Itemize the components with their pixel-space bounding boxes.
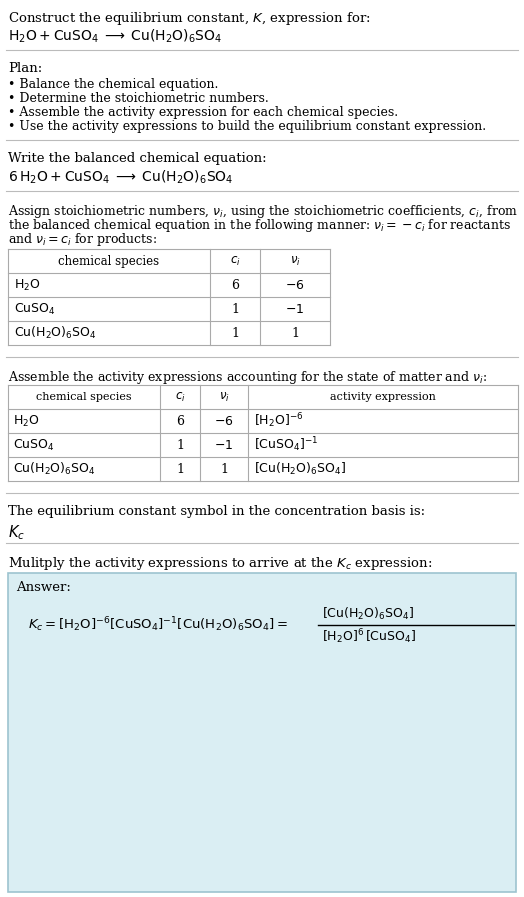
Text: $[\mathrm{CuSO_4}]^{-1}$: $[\mathrm{CuSO_4}]^{-1}$ bbox=[254, 436, 319, 455]
Text: $\mathrm{Cu(H_2O)_6SO_4}$: $\mathrm{Cu(H_2O)_6SO_4}$ bbox=[14, 325, 96, 341]
Text: Construct the equilibrium constant, $K$, expression for:: Construct the equilibrium constant, $K$,… bbox=[8, 10, 370, 27]
Text: activity expression: activity expression bbox=[330, 392, 436, 402]
Text: Assemble the activity expressions accounting for the state of matter and $\nu_i$: Assemble the activity expressions accoun… bbox=[8, 369, 487, 386]
Text: $[\mathrm{Cu(H_2O)_6SO_4}]$: $[\mathrm{Cu(H_2O)_6SO_4}]$ bbox=[322, 606, 414, 622]
Text: $\mathrm{CuSO_4}$: $\mathrm{CuSO_4}$ bbox=[14, 301, 56, 317]
Text: The equilibrium constant symbol in the concentration basis is:: The equilibrium constant symbol in the c… bbox=[8, 505, 425, 518]
Text: 1: 1 bbox=[231, 327, 239, 339]
Text: Assign stoichiometric numbers, $\nu_i$, using the stoichiometric coefficients, $: Assign stoichiometric numbers, $\nu_i$, … bbox=[8, 203, 518, 220]
Text: • Use the activity expressions to build the equilibrium constant expression.: • Use the activity expressions to build … bbox=[8, 120, 486, 133]
Text: 1: 1 bbox=[220, 463, 228, 475]
Text: chemical species: chemical species bbox=[36, 392, 132, 402]
Text: $\mathrm{H_2O}$: $\mathrm{H_2O}$ bbox=[13, 414, 40, 429]
Text: 1: 1 bbox=[291, 327, 299, 339]
Text: $\mathrm{CuSO_4}$: $\mathrm{CuSO_4}$ bbox=[13, 438, 54, 453]
Text: • Determine the stoichiometric numbers.: • Determine the stoichiometric numbers. bbox=[8, 92, 269, 105]
Text: 1: 1 bbox=[231, 302, 239, 316]
Text: $\mathrm{H_2O + CuSO_4 \;\longrightarrow\; Cu(H_2O)_6SO_4}$: $\mathrm{H_2O + CuSO_4 \;\longrightarrow… bbox=[8, 28, 222, 46]
Text: • Assemble the activity expression for each chemical species.: • Assemble the activity expression for e… bbox=[8, 106, 398, 119]
Text: $\mathrm{Cu(H_2O)_6SO_4}$: $\mathrm{Cu(H_2O)_6SO_4}$ bbox=[13, 461, 95, 477]
Text: • Balance the chemical equation.: • Balance the chemical equation. bbox=[8, 78, 219, 91]
Text: 6: 6 bbox=[176, 414, 184, 428]
FancyBboxPatch shape bbox=[8, 573, 516, 892]
Text: Write the balanced chemical equation:: Write the balanced chemical equation: bbox=[8, 152, 267, 165]
Text: $-6$: $-6$ bbox=[214, 414, 234, 428]
Text: $K_c = [\mathrm{H_2O}]^{-6}[\mathrm{CuSO_4}]^{-1}[\mathrm{Cu(H_2O)_6SO_4}] = $: $K_c = [\mathrm{H_2O}]^{-6}[\mathrm{CuSO… bbox=[28, 615, 288, 634]
Text: $\nu_i$: $\nu_i$ bbox=[219, 390, 230, 404]
Text: $[\mathrm{Cu(H_2O)_6SO_4}]$: $[\mathrm{Cu(H_2O)_6SO_4}]$ bbox=[254, 461, 346, 477]
Text: $-6$: $-6$ bbox=[285, 278, 305, 292]
Text: 6: 6 bbox=[231, 278, 239, 292]
Text: $\mathrm{H_2O}$: $\mathrm{H_2O}$ bbox=[14, 277, 40, 292]
Text: chemical species: chemical species bbox=[59, 255, 160, 267]
Text: $\nu_i$: $\nu_i$ bbox=[290, 255, 300, 267]
Text: $[\mathrm{H_2O}]^6\,[\mathrm{CuSO_4}]$: $[\mathrm{H_2O}]^6\,[\mathrm{CuSO_4}]$ bbox=[322, 628, 416, 647]
Text: and $\nu_i = c_i$ for products:: and $\nu_i = c_i$ for products: bbox=[8, 231, 157, 248]
Text: Mulitply the activity expressions to arrive at the $K_c$ expression:: Mulitply the activity expressions to arr… bbox=[8, 555, 432, 572]
Text: the balanced chemical equation in the following manner: $\nu_i = -c_i$ for react: the balanced chemical equation in the fo… bbox=[8, 217, 511, 234]
Text: $c_i$: $c_i$ bbox=[230, 255, 241, 267]
Text: 1: 1 bbox=[176, 439, 184, 451]
Text: Plan:: Plan: bbox=[8, 62, 42, 75]
Text: $-1$: $-1$ bbox=[286, 302, 304, 316]
Text: $K_c$: $K_c$ bbox=[8, 523, 25, 542]
Text: $[\mathrm{H_2O}]^{-6}$: $[\mathrm{H_2O}]^{-6}$ bbox=[254, 412, 303, 431]
Text: $\mathrm{6\,H_2O + CuSO_4 \;\longrightarrow\; Cu(H_2O)_6SO_4}$: $\mathrm{6\,H_2O + CuSO_4 \;\longrightar… bbox=[8, 169, 234, 187]
Text: 1: 1 bbox=[176, 463, 184, 475]
Text: $c_i$: $c_i$ bbox=[174, 390, 185, 404]
Text: Answer:: Answer: bbox=[16, 581, 71, 594]
Text: $-1$: $-1$ bbox=[214, 439, 234, 451]
